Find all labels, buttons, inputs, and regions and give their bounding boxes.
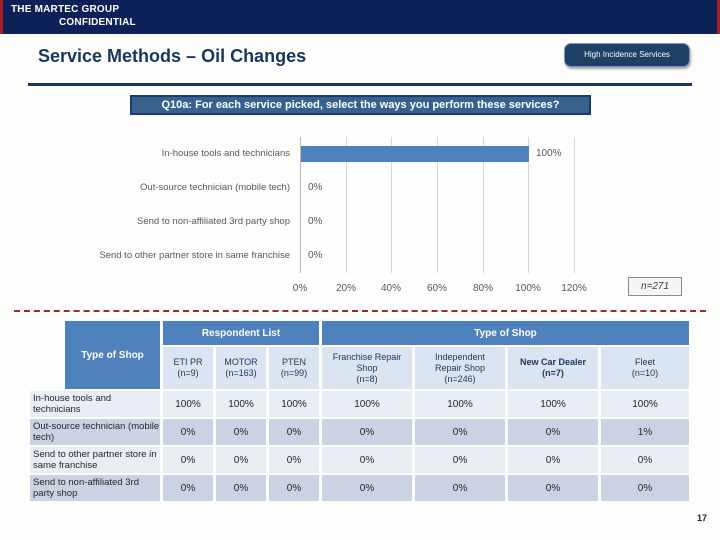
table-column-header: ETI PR (n=9) bbox=[163, 347, 213, 389]
table-row-label: Out-source technician (mobile tech) bbox=[30, 419, 160, 445]
chart-gridline bbox=[300, 137, 301, 273]
high-incidence-badge: High Incidence Services bbox=[564, 43, 690, 67]
x-axis-tick: 100% bbox=[515, 283, 541, 294]
table-row-label: Send to non-affiliated 3rd party shop bbox=[30, 475, 160, 501]
chart-gridline bbox=[528, 137, 529, 273]
chart-category-label: Send to other partner store in same fran… bbox=[99, 250, 290, 261]
chart-value-label: 100% bbox=[536, 148, 562, 159]
question-banner: Q10a: For each service picked, select th… bbox=[130, 95, 591, 115]
table-cell: 0% bbox=[601, 475, 689, 501]
chart-value-label: 0% bbox=[308, 182, 323, 193]
table-cell: 0% bbox=[216, 447, 266, 473]
table-row-label: Send to other partner store in same fran… bbox=[30, 447, 160, 473]
chart-category-label: Send to non-affiliated 3rd party shop bbox=[137, 216, 290, 227]
table-column-header: MOTOR (n=163) bbox=[216, 347, 266, 389]
table-cell: 0% bbox=[415, 475, 505, 501]
table-cell: 100% bbox=[216, 391, 266, 417]
x-axis-tick: 40% bbox=[380, 283, 401, 294]
table-group-header: Respondent List bbox=[163, 321, 319, 345]
table-cell: 100% bbox=[601, 391, 689, 417]
table-column-header: New Car Dealer (n=7) bbox=[508, 347, 598, 389]
table-row-label: In-house tools and technicians bbox=[30, 391, 160, 417]
table-cell: 0% bbox=[269, 475, 319, 501]
table-cell: 0% bbox=[508, 447, 598, 473]
table-column-header: Franchise Repair Shop (n=8) bbox=[322, 347, 412, 389]
table-cell: 0% bbox=[322, 447, 412, 473]
table-cell: 0% bbox=[269, 419, 319, 445]
chart-bar bbox=[301, 146, 529, 162]
chart-gridline bbox=[483, 137, 484, 273]
table-cell: 1% bbox=[601, 419, 689, 445]
top-header-bar: THE MARTEC GROUP CONFIDENTIAL bbox=[0, 0, 720, 34]
sample-size-box: n=271 bbox=[628, 277, 682, 296]
table-cell: 0% bbox=[415, 419, 505, 445]
results-table: Type of Shop Respondent List Type of Shop E… bbox=[30, 321, 689, 501]
table-cell: 0% bbox=[508, 475, 598, 501]
x-axis-tick: 0% bbox=[292, 283, 308, 294]
title-row: Service Methods – Oil Changes High Incid… bbox=[0, 43, 720, 69]
table-cell: 0% bbox=[601, 447, 689, 473]
table-cell: 0% bbox=[322, 419, 412, 445]
chart-gridline bbox=[574, 137, 575, 273]
table-cell: 0% bbox=[163, 475, 213, 501]
table-cell: 100% bbox=[508, 391, 598, 417]
chart-gridline bbox=[391, 137, 392, 273]
chart-gridline bbox=[346, 137, 347, 273]
table-column-header: Independent Repair Shop (n=246) bbox=[415, 347, 505, 389]
chart-category-label: Out-source technician (mobile tech) bbox=[140, 182, 290, 193]
x-axis-tick: 120% bbox=[561, 283, 587, 294]
table-cell: 0% bbox=[322, 475, 412, 501]
table-cell: 0% bbox=[216, 475, 266, 501]
page-number: 17 bbox=[696, 513, 707, 523]
table-cell: 100% bbox=[163, 391, 213, 417]
table-cell: 0% bbox=[508, 419, 598, 445]
table-column-header: Fleet (n=10) bbox=[601, 347, 689, 389]
table-cell: 0% bbox=[415, 447, 505, 473]
table-group-header: Type of Shop bbox=[322, 321, 689, 345]
chart-value-label: 0% bbox=[308, 250, 323, 261]
chart-category-label: In-house tools and technicians bbox=[161, 148, 290, 159]
x-axis-tick: 20% bbox=[335, 283, 356, 294]
table-cell: 100% bbox=[322, 391, 412, 417]
chart-value-label: 0% bbox=[308, 216, 323, 227]
confidential-label: CONFIDENTIAL bbox=[59, 17, 136, 28]
table-cell: 100% bbox=[269, 391, 319, 417]
slide-title: Service Methods – Oil Changes bbox=[38, 46, 307, 66]
table-cell: 0% bbox=[216, 419, 266, 445]
x-axis-tick: 60% bbox=[426, 283, 447, 294]
table-column-header: PTEN (n=99) bbox=[269, 347, 319, 389]
dashed-separator bbox=[14, 310, 706, 312]
company-name: THE MARTEC GROUP bbox=[11, 4, 120, 15]
chart: n=271 0% 20% 40% 60% 80% 100% 120% In-house too… bbox=[0, 129, 720, 301]
table-cell: 0% bbox=[163, 447, 213, 473]
x-axis-tick: 80% bbox=[472, 283, 493, 294]
table-cell: 100% bbox=[415, 391, 505, 417]
table-corner-header: Type of Shop bbox=[65, 321, 160, 389]
chart-gridline bbox=[437, 137, 438, 273]
table-cell: 0% bbox=[163, 419, 213, 445]
title-divider bbox=[28, 83, 692, 86]
table-cell: 0% bbox=[269, 447, 319, 473]
